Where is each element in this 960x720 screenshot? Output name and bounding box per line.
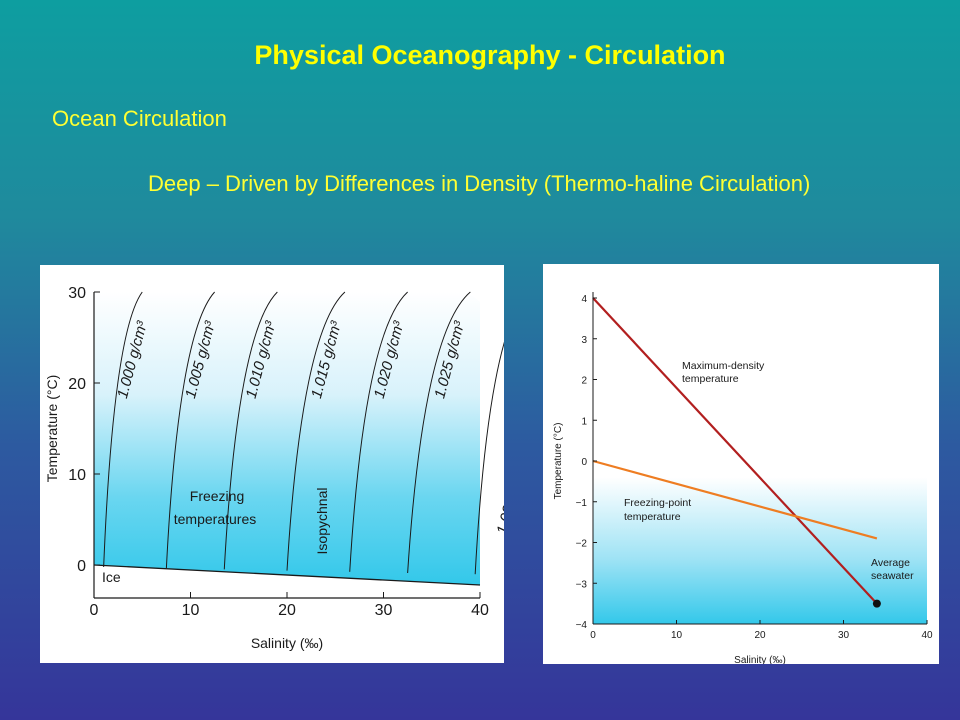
x-tick-label: 10 [671,630,683,641]
y-tick-label: 30 [68,285,86,302]
x-tick-label: 30 [838,630,850,641]
x-tick-label: 0 [590,630,596,641]
y-tick-label: −1 [576,498,588,509]
ts-diagram-panel: 1.000 g/cm³ 1.005 g/cm³ 1.010 g/cm³ 1.015 g… [40,265,504,663]
y-tick-label: −4 [576,620,588,631]
annotation-freezing-point-1: Freezing-point [624,497,691,509]
freezing-line [93,564,481,586]
x-tick-label: 10 [182,602,200,619]
isopycnal-label: 1.030 g/cm³ [494,454,504,536]
annotation-freezing-point-2: temperature [624,511,681,523]
x-tick-label: 20 [278,602,296,619]
annotation-freezing-1: Freezing [190,488,244,504]
y-tick-label: 1 [581,416,587,427]
x-tick-label: 40 [471,602,489,619]
isopycnal-line [223,291,278,570]
annotation-max-density-1: Maximum-density [682,360,765,372]
x-axis-label: Salinity (‰) [251,635,323,651]
y-tick-label: 0 [581,457,587,468]
annotation-ice: Ice [102,569,121,585]
y-tick-label: −2 [576,539,588,550]
isopycnal-line [165,291,215,569]
isopycnal-line [286,291,346,571]
y-tick-label: 10 [68,467,86,484]
annotation-average-2: seawater [871,570,914,582]
x-tick-label: 40 [921,630,933,641]
y-axis-label: Temperature (°C) [44,375,60,483]
isopycnal-line [474,341,504,575]
annotation-average-1: Average [871,557,910,569]
y-tick-label: 20 [68,376,86,393]
annotation-freezing-2: temperatures [174,511,256,527]
chart-fill [593,298,927,624]
max-density-line [592,297,878,605]
ts-diagram: 1.000 g/cm³ 1.005 g/cm³ 1.010 g/cm³ 1.015 g… [44,285,504,651]
isopycnal-line [103,291,143,568]
y-tick-label: 0 [77,558,86,575]
isopycnal-line [407,291,471,574]
ts-diagram-fill [94,292,480,586]
y-tick-label: 2 [581,376,587,387]
x-tick-label: 20 [754,630,766,641]
slide-title: Physical Oceanography - Circulation [254,40,726,70]
x-tick-label: 0 [90,602,99,619]
slide-bullet: Deep – Driven by Differences in Density … [148,171,811,196]
x-axis-label: Salinity (‰) [734,655,786,664]
annotation-isopychnal: Isopychnal [314,488,330,555]
slide-subtitle: Ocean Circulation [52,106,227,131]
y-tick-label: 4 [581,294,587,305]
freezing-point-line [592,459,878,540]
average-seawater-point [872,599,881,608]
y-tick-label: −3 [576,579,588,590]
y-tick-label: 3 [581,335,587,346]
annotation-max-density-2: temperature [682,373,739,385]
x-tick-label: 30 [375,602,393,619]
y-axis-label: Temperature (°C) [553,423,564,500]
isopycnal-line [349,291,408,572]
density-freezing-panel: 4 3 2 1 0 −1 −2 −3 −4 0 10 20 30 40 Salinity (‰) Temper… [543,264,939,664]
